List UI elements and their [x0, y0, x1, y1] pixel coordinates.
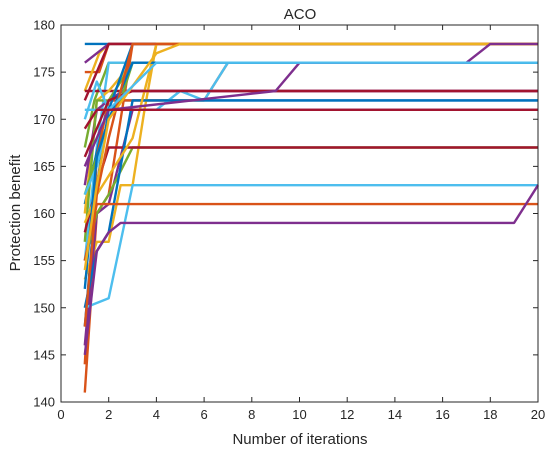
y-tick-label: 160: [33, 206, 55, 221]
x-tick-label: 0: [57, 407, 64, 422]
x-tick-label: 4: [153, 407, 160, 422]
y-tick-label: 145: [33, 347, 55, 362]
x-tick-label: 6: [200, 407, 207, 422]
series-line-23: [83, 202, 538, 261]
x-tick-label: 2: [105, 407, 112, 422]
x-tick-label: 14: [388, 407, 402, 422]
y-tick-label: 165: [33, 159, 55, 174]
x-tick-label: 16: [435, 407, 449, 422]
x-tick-label: 10: [292, 407, 306, 422]
chart-title: ACO: [284, 6, 317, 23]
series-layer: [83, 42, 540, 393]
y-axis-label: Protection benefit: [7, 154, 24, 272]
tick-layer: 0 2 4 6 8 10 12 14 16 18 20 140 145 150 155 160 165 170 17…: [33, 18, 545, 423]
y-tick-label: 180: [33, 18, 55, 33]
y-tick-label: 140: [33, 395, 55, 410]
series-line-20: [84, 183, 538, 309]
series-line-25: [83, 184, 540, 356]
y-tick-label: 175: [33, 65, 55, 80]
x-tick-label: 18: [483, 407, 497, 422]
x-tick-label: 8: [248, 407, 255, 422]
x-tick-label: 20: [531, 407, 545, 422]
x-tick-label: 12: [340, 407, 354, 422]
series-line-34: [83, 108, 538, 130]
y-tick-label: 150: [33, 300, 55, 315]
y-tick-label: 155: [33, 253, 55, 268]
x-axis-label: Number of iterations: [232, 431, 367, 448]
y-tick-label: 170: [33, 112, 55, 127]
